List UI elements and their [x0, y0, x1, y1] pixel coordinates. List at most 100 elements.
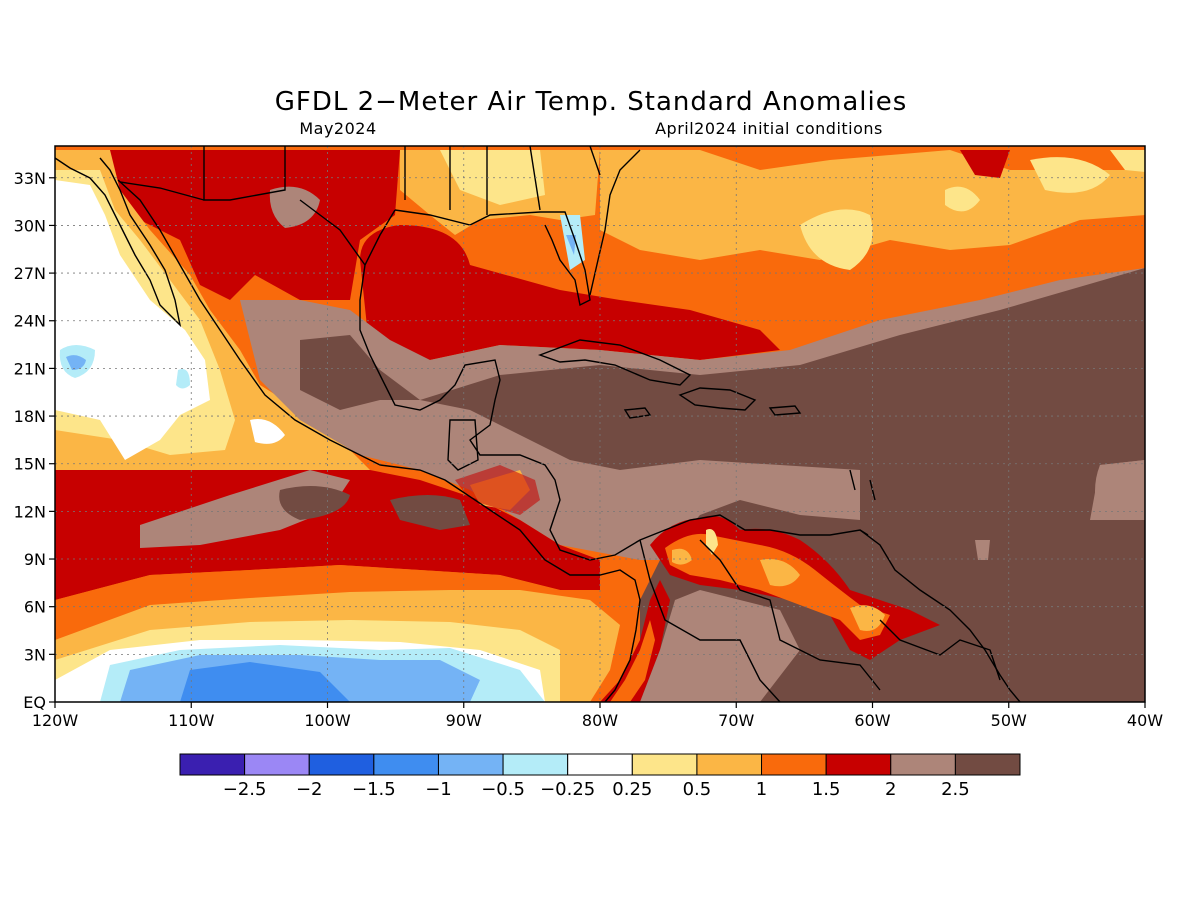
gulf-caribbean-coast	[359, 209, 1021, 702]
field-pacific-white-patch	[250, 419, 285, 444]
lon-tick-label: 40W	[1127, 711, 1163, 730]
lat-tick-label: 18N	[14, 407, 46, 426]
field-pacific-neutral	[55, 180, 210, 460]
anomaly-field	[55, 146, 1145, 702]
field-atlantic-gray-patch	[1095, 460, 1145, 520]
graticule	[55, 146, 1145, 702]
field-us-southeast-yellow	[440, 150, 545, 205]
central-america-borders	[447, 419, 479, 471]
colorbar-label: −0.5	[481, 779, 525, 800]
us-state-lines	[404, 146, 601, 215]
lon-tick-label: 120W	[32, 711, 79, 730]
field-atlantic-gray-patch-2	[975, 540, 990, 560]
longitude-axis: 120W 110W 100W 90W 80W 70W 60W 50W 40W	[32, 702, 1163, 730]
colorbar-label: −0.25	[540, 779, 595, 800]
colorbar: −2.5 −2 −1.5 −1 −0.5 −0.25 0.25 0.5 1 1.5 2 2.5	[179, 753, 1021, 800]
colorbar-swatch	[567, 753, 633, 776]
lat-tick-label: 21N	[14, 359, 46, 378]
lat-tick-label: EQ	[23, 693, 46, 712]
pacific-mainland-coast	[117, 179, 641, 702]
field-pacific-cool-patch-2	[176, 369, 190, 389]
field-venezuela-light-orange	[760, 559, 800, 587]
colorbar-swatch	[244, 753, 310, 776]
lon-tick-label: 70W	[718, 711, 754, 730]
rio-grande	[299, 199, 366, 266]
valid-month-label: May2024	[299, 119, 376, 138]
field-sa-coast-red	[600, 580, 670, 702]
field-mexico-gray-patch	[269, 186, 320, 228]
lat-tick-label: 15N	[14, 455, 46, 474]
coastlines	[55, 146, 1021, 702]
latitude-axis: EQ 3N 6N 9N 12N 15N 18N 21N 24N 27N 30N 33N	[14, 169, 55, 712]
lat-tick-label: 33N	[14, 169, 46, 188]
figure-title: GFDL 2−Meter Air Temp. Standard Anomalie…	[275, 87, 908, 117]
lon-tick-label: 100W	[304, 711, 351, 730]
field-florida-cool-core	[566, 235, 576, 255]
guianas-borders	[879, 619, 1001, 681]
field-ne-red	[960, 150, 1010, 178]
field-caribbean-darkbrown	[300, 268, 1145, 702]
baja-california-coast	[55, 157, 182, 328]
init-conditions-label: April2024 initial conditions	[655, 119, 883, 138]
cuba-outline	[537, 339, 692, 386]
colorbar-label: −1.5	[352, 779, 396, 800]
lon-tick-label: 60W	[854, 711, 890, 730]
lat-tick-label: 6N	[24, 598, 46, 617]
us-gulf-coast-florida	[394, 209, 591, 307]
field-venezuela-light-orange-2	[672, 548, 692, 565]
colorbar-swatch	[631, 753, 698, 776]
us-mexico-border	[203, 146, 286, 201]
puerto-rico-outline	[768, 405, 802, 416]
field-sa-coast-orange	[610, 620, 655, 702]
field-pacific-cool-core	[66, 355, 86, 370]
colorbar-swatch	[954, 753, 1021, 776]
lon-tick-label: 50W	[991, 711, 1027, 730]
colorbar-label: −1	[425, 779, 452, 800]
field-atlantic-yellow-patch-2	[1030, 157, 1110, 193]
lat-tick-label: 9N	[24, 550, 46, 569]
lat-tick-label: 30N	[14, 216, 46, 235]
lat-tick-label: 12N	[14, 502, 46, 521]
field-mexico-red	[110, 150, 400, 300]
colorbar-label: 1.5	[812, 779, 841, 800]
hispaniola-outline	[678, 387, 757, 411]
field-atlantic-yellow-patch	[800, 209, 873, 270]
colombia-border	[639, 539, 781, 702]
lat-tick-label: 24N	[14, 312, 46, 331]
field-sa-gray	[640, 590, 800, 702]
field-atlantic-yellow-patch-3	[945, 186, 980, 212]
lat-tick-label: 27N	[14, 264, 46, 283]
colorbar-swatch	[696, 753, 763, 776]
jamaica-outline	[623, 407, 652, 419]
us-atlantic-coast	[589, 149, 641, 296]
us-mexico-border-west	[119, 181, 205, 201]
colorbar-swatch	[373, 753, 439, 776]
field-central-america-red	[455, 465, 540, 515]
lon-tick-label: 90W	[446, 711, 482, 730]
colorbar-swatch	[502, 753, 569, 776]
lon-tick-label: 110W	[168, 711, 215, 730]
colorbar-label: 0.25	[612, 779, 652, 800]
venezuela-border	[699, 539, 881, 691]
colorbar-swatch	[179, 753, 246, 776]
field-pacific-cool-core-lower	[180, 662, 350, 702]
colorbar-label: 2	[885, 779, 896, 800]
field-venezuela-light-orange-3	[850, 605, 885, 631]
colorbar-label: −2.5	[223, 779, 267, 800]
lon-tick-label: 80W	[582, 711, 618, 730]
colorbar-label: 1	[756, 779, 767, 800]
lat-tick-label: 3N	[24, 645, 46, 664]
colorbar-swatch	[308, 753, 375, 776]
field-gulf-red	[360, 225, 780, 360]
field-venezuela-orange	[665, 533, 890, 640]
colorbar-swatch	[890, 753, 956, 776]
colorbar-label: 2.5	[941, 779, 970, 800]
colorbar-swatch	[437, 753, 504, 776]
colorbar-label: 0.5	[683, 779, 712, 800]
field-pacific-dark-patch-2	[390, 495, 470, 530]
colorbar-swatch	[761, 753, 827, 776]
colorbar-swatch	[825, 753, 892, 776]
field-ne-yellow	[1110, 150, 1145, 172]
colorbar-label: −2	[296, 779, 323, 800]
